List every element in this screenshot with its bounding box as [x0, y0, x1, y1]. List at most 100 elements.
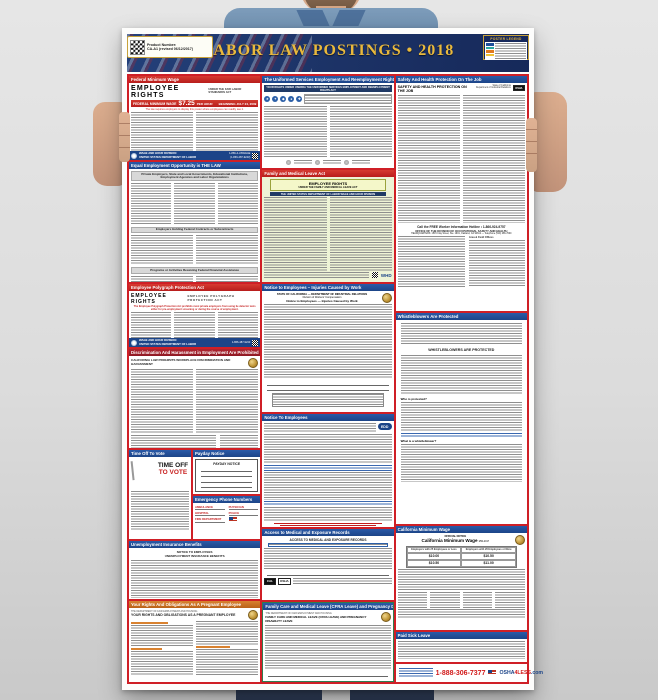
text-lines	[397, 568, 525, 591]
orange-subheading-bar	[131, 648, 163, 650]
flsa-per-hour: PER HOUR	[196, 101, 213, 106]
order-contact-strip: 1-888-306-7377 OSHA4LESS.com	[395, 664, 543, 682]
text-lines	[131, 625, 194, 647]
cfra-dept: THE DEPARTMENT OF FAIR EMPLOYMENT AND HO…	[265, 612, 332, 615]
text-lines	[196, 112, 259, 151]
section-california-minimum-wage: California Minimum Wage OFFICIAL NOTICE …	[395, 526, 527, 630]
payday-title: PAYDAY NOTICE	[213, 462, 241, 466]
text-lines	[264, 434, 392, 464]
section-header: Notice to Employees – Injuries Caused by…	[262, 284, 394, 291]
text-lines	[196, 235, 259, 266]
section-header: Safety And Health Protection On The Job	[395, 76, 527, 83]
injuries-title: Notice to Employees — Injuries Caused by…	[286, 299, 358, 303]
flsa-phone2: (1-866-487-9243)	[230, 155, 251, 159]
section-header: Notice To Employees	[262, 414, 394, 421]
whistle-q2: What is a whistleblower?	[400, 439, 437, 443]
text-lines	[196, 649, 259, 675]
text-lines	[400, 323, 522, 345]
california-state-seal-icon	[381, 293, 392, 303]
cal-logo: CAL	[264, 577, 276, 585]
text-lines	[430, 591, 460, 608]
dfeh-seal-icon	[248, 358, 259, 368]
legend-color-chips	[486, 43, 494, 59]
form-line	[267, 570, 389, 576]
text-lines	[131, 491, 189, 531]
whd-logo: WHD	[380, 272, 392, 278]
text-lines	[196, 275, 259, 282]
userra-star-icon: ★	[264, 96, 271, 103]
section-header: Family and Medical Leave Act	[262, 170, 394, 177]
section-header: Equal Employment Opportunity is THE LAW	[129, 162, 261, 169]
minwage-official: OFFICIAL NOTICE	[444, 535, 467, 538]
vote-payday-row: Time Off To Vote TIME OFF TO VOTE Payday…	[129, 450, 261, 539]
whd-seal-icon	[131, 152, 137, 159]
order-phone-number: 1-888-306-7377	[435, 669, 486, 677]
california-state-seal-icon	[514, 535, 525, 545]
section-employee-polygraph-protection-act: Employee Polygraph Protection Act EMPLOY…	[129, 284, 261, 347]
userra-banner: YOUR RIGHTS UNDER USERRA THE UNIFORMED S…	[264, 85, 392, 93]
eppa-footer-bar: WAGE AND HOUR DIVISION UNITED STATES DEP…	[129, 338, 261, 347]
text-lines	[351, 160, 370, 166]
text-lines	[329, 197, 392, 272]
text-lines	[131, 435, 217, 448]
text-lines	[217, 182, 259, 225]
flsa-wage-amount: $7.25	[178, 100, 195, 107]
emergency-label: PHYSICIAN	[228, 505, 259, 510]
emergency-label: HOSPITAL	[195, 511, 225, 516]
userra-agency-logos	[264, 160, 391, 166]
dfeh-title: CALIFORNIA LAW PROHIBITS WORKPLACE DISCR…	[131, 358, 231, 366]
section-header: Access to Medical and Exposure Records	[262, 529, 394, 536]
flsa-footer-bar: WAGE AND HOUR DIVISION UNITED STATES DEP…	[129, 151, 261, 160]
section-safety-health-protection: Safety And Health Protection On The Job …	[395, 76, 527, 311]
text-lines	[220, 435, 259, 448]
poster-content-frame: Federal Minimum Wage EMPLOYEE RIGHTS UND…	[127, 74, 543, 684]
section-header: Emergency Phone Numbers	[193, 496, 261, 503]
eppa-title: EMPLOYEE RIGHTS	[131, 293, 167, 305]
minwage-title-text: California Minimum Wage	[421, 538, 478, 543]
text-lines	[174, 182, 215, 225]
text-lines	[131, 182, 172, 225]
section-emergency-phone-numbers: Emergency Phone Numbers AMBULANCE PHYSIC…	[193, 496, 261, 539]
text-lines	[131, 235, 194, 266]
agency-logo-icon	[285, 160, 291, 166]
dfeh-seal-icon	[380, 612, 391, 622]
fmla-title: EMPLOYEE RIGHTS	[308, 181, 348, 186]
form-line	[201, 466, 253, 472]
whistle-title: WHISTLEBLOWERS ARE PROTECTED	[428, 348, 495, 352]
section-header: Discrimination And Harassment in Employm…	[129, 349, 261, 356]
section-federal-minimum-wage: Federal Minimum Wage EMPLOYEE RIGHTS UND…	[129, 76, 261, 160]
calosha-dept: Department of Industrial Relations	[476, 87, 511, 89]
section-userra: The Uniformed Services Employment And Re…	[262, 76, 394, 168]
form-line	[201, 472, 253, 477]
section-header: Time Off To Vote	[129, 450, 191, 457]
qr-code-icon	[371, 272, 378, 279]
agency-logo-icon	[343, 160, 349, 166]
eppa-red-notice: The Employee Polygraph Protection Act pr…	[133, 305, 256, 311]
section-header: Payday Notice	[193, 450, 261, 457]
text-lines	[131, 275, 194, 282]
section-header: Federal Minimum Wage	[129, 76, 261, 83]
text-lines	[264, 272, 369, 279]
text-lines	[264, 507, 392, 521]
section-header: Employee Polygraph Protection Act	[129, 284, 261, 291]
text-lines	[397, 608, 525, 619]
flsa-agency1: WAGE AND HOUR DIVISION	[139, 152, 177, 156]
poster-legend-title: POSTER LEGEND	[490, 37, 522, 41]
flsa-phone: 1-866-4-USWAGE (1-866-487-9243)	[229, 152, 250, 158]
text-lines-links	[400, 433, 522, 437]
product-number-value: CA-A1 (revised 06/12/2017)	[147, 47, 193, 51]
text-lines	[265, 625, 391, 669]
qr-code-icon	[252, 339, 259, 346]
product-number-label: Product Number:	[147, 42, 177, 47]
text-lines	[131, 560, 259, 598]
text-lines	[264, 472, 392, 500]
right-hand-fingers	[526, 118, 537, 172]
userra-anchor-icon: ✚	[296, 96, 303, 103]
userra-eagle-icon: ✦	[272, 96, 279, 103]
flsa-title: EMPLOYEE RIGHTS	[131, 85, 180, 99]
middle-column: The Uniformed Services Employment And Re…	[262, 76, 394, 682]
eppa-agency: WAGE AND HOUR DIVISION UNITED STATES DEP…	[139, 339, 196, 346]
flsa-beginning: BEGINNING JULY 24, 2009	[218, 101, 257, 106]
product-number-text: Product Number: CA-A1 (revised 06/12/201…	[147, 43, 193, 52]
text-lines	[217, 312, 259, 338]
